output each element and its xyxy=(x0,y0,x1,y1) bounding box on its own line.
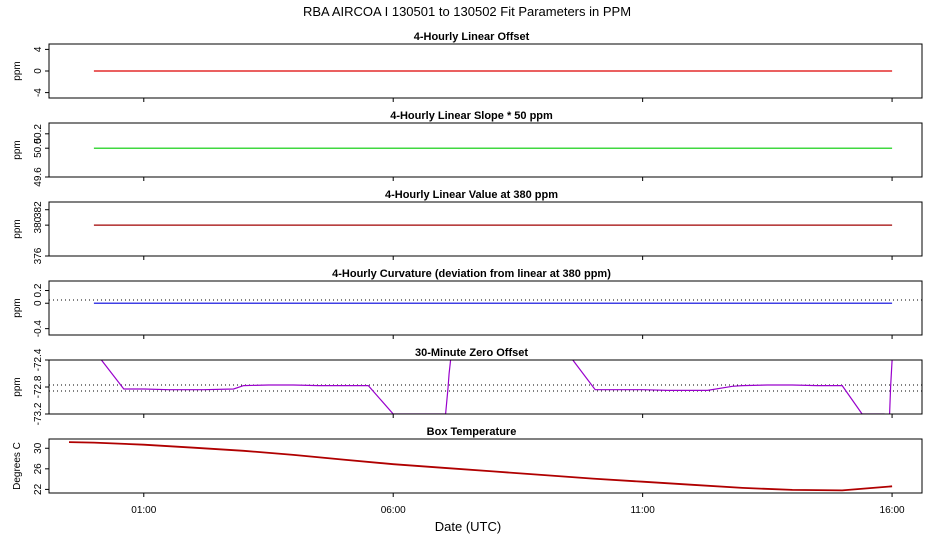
panel-frame xyxy=(48,280,923,336)
x-tick-label: 16:00 xyxy=(880,505,905,516)
y-tick-label: 376 xyxy=(33,247,44,264)
chart-panel-3: 4-Hourly Linear Value at 380 ppm 376 38038… xyxy=(12,189,923,264)
y-axis-label: Degrees C xyxy=(12,442,23,490)
y-tick-label: 380 xyxy=(33,216,44,233)
y-tick-label: 26 xyxy=(33,463,44,475)
panel-frame xyxy=(48,359,923,415)
panel-frame xyxy=(48,438,923,494)
y-tick-label: -0.4 xyxy=(33,320,44,338)
x-tick-label: 11:00 xyxy=(630,505,655,516)
y-tick-label: 4 xyxy=(33,46,44,52)
y-tick-label: 50.2 xyxy=(33,124,44,144)
y-axis-label: ppm xyxy=(12,377,23,396)
panel-frame xyxy=(48,122,923,178)
x-tick-label: 06:00 xyxy=(381,505,406,516)
panel-title: 30-Minute Zero Offset xyxy=(415,347,528,359)
panel-title: Box Temperature xyxy=(427,426,517,438)
panel-title: 4-Hourly Linear Offset xyxy=(414,31,530,43)
y-axis-label: ppm xyxy=(12,61,23,80)
chart-panel-6: Box Temperature 22 26 30 Degrees C xyxy=(12,426,923,497)
panel-title: 4-Hourly Linear Value at 380 ppm xyxy=(385,189,558,201)
panel-frame xyxy=(48,201,923,257)
chart-panel-1: 4-Hourly Linear Offset -4 0 4 ppm xyxy=(12,31,923,102)
y-tick-label: -73.2 xyxy=(33,402,44,425)
series-line xyxy=(572,360,885,414)
y-tick-label: -72.8 xyxy=(33,375,44,398)
series-line xyxy=(100,360,452,414)
panel-frame xyxy=(48,43,923,99)
figure-title: RBA AIRCOA I 130501 to 130502 Fit Parame… xyxy=(303,4,631,19)
panel-title: 4-Hourly Linear Slope * 50 ppm xyxy=(390,110,553,122)
series-line xyxy=(889,360,893,414)
chart-panel-4: 4-Hourly Curvature (deviation from linea… xyxy=(12,268,923,339)
y-axis-label: ppm xyxy=(12,298,23,317)
chart-panel-2: 4-Hourly Linear Slope * 50 ppm 49.6 50.050… xyxy=(12,110,923,187)
y-tick-label: -72.4 xyxy=(33,348,44,371)
x-tick-label: 01:00 xyxy=(131,505,156,516)
x-axis-label: Date (UTC) xyxy=(435,519,501,534)
y-tick-label: 50.0 xyxy=(33,138,44,158)
x-axis-ticks: 01:00 06:00 11:00 16:00 xyxy=(131,505,905,516)
y-tick-label: 30 xyxy=(33,442,44,454)
y-tick-label: 22 xyxy=(33,483,44,495)
y-tick-label: 382 xyxy=(33,201,44,218)
y-tick-label: 0.2 xyxy=(33,283,44,297)
y-axis-label: ppm xyxy=(12,140,23,159)
panel-title: 4-Hourly Curvature (deviation from linea… xyxy=(332,268,611,280)
y-tick-label: 0 xyxy=(33,68,44,74)
y-tick-label: 0 xyxy=(33,300,44,306)
y-tick-label: 49.6 xyxy=(33,167,44,187)
y-axis-label: ppm xyxy=(12,219,23,238)
chart-panel-5: 30-Minute Zero Offset -73.2 -72.8 -72.4 ppm xyxy=(12,347,923,425)
y-tick-label: -4 xyxy=(33,88,44,97)
series-line xyxy=(68,441,893,492)
